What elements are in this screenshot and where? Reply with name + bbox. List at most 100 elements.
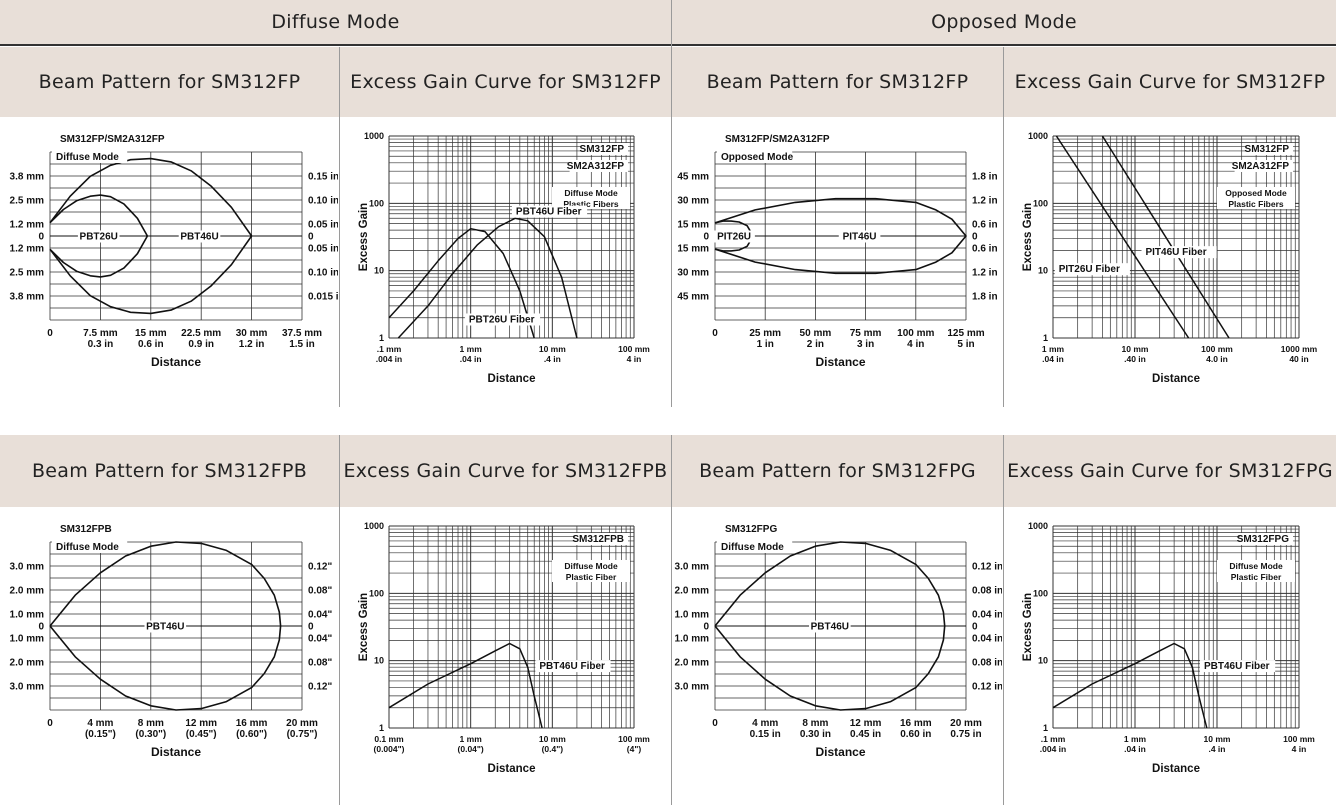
series-label: PIT46U bbox=[843, 232, 877, 243]
x-tick-label: 1.5 in bbox=[289, 339, 315, 350]
x-axis-label: Distance bbox=[488, 373, 536, 385]
series-label: PBT46U bbox=[146, 622, 184, 633]
y-tick-label: 100 bbox=[369, 588, 384, 598]
y-right-tick-label: 0.12 in bbox=[972, 682, 1002, 693]
x-tick-label: 0.15 in bbox=[750, 729, 781, 740]
x-tick-label: 75 mm bbox=[850, 328, 882, 339]
chart-excess-gain-sm312fpb: 1 10 100 1000 0.1 mm(0.004") 1 mm(0.04") 10 mm… bbox=[358, 521, 650, 775]
header-beam-pattern-sm312fpb: Beam Pattern for SM312FPB bbox=[0, 435, 339, 507]
y-tick-label: 100 bbox=[1033, 588, 1048, 598]
x-tick-label: 0.45 in bbox=[850, 729, 881, 740]
series-label-bg bbox=[838, 230, 881, 243]
x-tick-label: 125 mm bbox=[947, 328, 984, 339]
x-tick-label: (0.45") bbox=[186, 729, 217, 740]
y-right-tick-label: 0.12" bbox=[308, 682, 332, 693]
y-left-tick-label: 0 bbox=[703, 232, 709, 243]
series-label-bg bbox=[144, 620, 187, 633]
series-curve bbox=[388, 642, 543, 729]
series-curve-pit46u bbox=[714, 197, 967, 275]
x-tick-label: 0 bbox=[47, 328, 53, 339]
mode-label-bg bbox=[552, 187, 630, 198]
chart-title-bg bbox=[56, 523, 109, 535]
x-tick-label: (0.60") bbox=[236, 729, 267, 740]
series-label: PIT26U bbox=[717, 232, 751, 243]
y-tick-label: 10 bbox=[1038, 266, 1048, 276]
y-axis-label: Excess Gain bbox=[358, 593, 370, 661]
series-label: PBT26U Fiber bbox=[469, 314, 535, 325]
x-tick-label: 12 mm bbox=[185, 718, 217, 729]
mode-label: Diffuse Mode bbox=[56, 542, 119, 553]
y-left-tick-label: 3.0 mm bbox=[10, 682, 45, 693]
x-axis-label: Distance bbox=[815, 745, 865, 759]
chart-excess-gain-sm312fp-diffuse: 1 10 100 1000 .1 mm.004 in 1 mm.04 in 10 mm.4 … bbox=[358, 131, 650, 385]
x-tick-label: 40 in bbox=[1289, 354, 1308, 364]
x-tick-label: .04 in bbox=[1124, 744, 1146, 754]
chart-title-bg bbox=[721, 133, 825, 145]
legend-product-name-bg bbox=[575, 533, 628, 545]
x-tick-label: 1 in bbox=[757, 339, 774, 350]
y-left-tick-label: 2.5 mm bbox=[10, 196, 45, 207]
x-tick-label: 16 mm bbox=[236, 718, 268, 729]
mode-label: Opposed Mode bbox=[1225, 188, 1287, 198]
series-label-bg bbox=[464, 313, 541, 326]
mode-label-bg bbox=[552, 198, 630, 209]
header-divider bbox=[0, 44, 1336, 46]
y-right-tick-label: 0.04" bbox=[308, 610, 332, 621]
y-tick-label: 10 bbox=[374, 266, 384, 276]
x-tick-label: 4.0 in bbox=[1206, 354, 1228, 364]
x-tick-label: 25 mm bbox=[749, 328, 781, 339]
y-tick-label: 1 bbox=[1043, 723, 1048, 733]
series-label-bg bbox=[809, 620, 851, 633]
y-tick-label: 1 bbox=[379, 333, 384, 343]
y-right-tick-label: 0 bbox=[308, 622, 314, 633]
series-curve-pbt26u bbox=[49, 194, 149, 278]
y-left-tick-label: 1.0 mm bbox=[675, 634, 710, 645]
x-tick-label: 100 mm bbox=[1283, 734, 1315, 744]
chart-title: SM312FP/SM2A312FP bbox=[60, 134, 165, 145]
legend-product-name: SM2A312FP bbox=[1232, 161, 1290, 172]
y-left-tick-label: 2.0 mm bbox=[675, 658, 710, 669]
y-right-tick-label: 0.05 in bbox=[308, 244, 338, 255]
x-axis-label: Distance bbox=[151, 355, 201, 369]
y-left-tick-label: 45 mm bbox=[677, 292, 709, 303]
series-label-bg bbox=[535, 660, 611, 673]
x-axis-label: Distance bbox=[815, 355, 865, 369]
mode-label: Plastic Fibers bbox=[563, 199, 619, 209]
y-right-tick-label: 0.05 in bbox=[308, 220, 338, 231]
y-left-tick-label: 30 mm bbox=[677, 268, 709, 279]
y-left-tick-label: 3.0 mm bbox=[675, 682, 710, 693]
x-tick-label: 30 mm bbox=[236, 328, 268, 339]
series-label-bg bbox=[511, 205, 588, 218]
x-tick-label: 20 mm bbox=[286, 718, 318, 729]
y-left-tick-label: 2.0 mm bbox=[10, 658, 45, 669]
header-excess-gain-sm312fp-diffuse: Excess Gain Curve for SM312FP bbox=[340, 47, 671, 117]
y-left-tick-label: 1.0 mm bbox=[675, 610, 710, 621]
x-tick-label: (0.004") bbox=[374, 744, 405, 754]
x-tick-label: 1000 mm bbox=[1281, 344, 1318, 354]
y-right-tick-label: 1.2 in bbox=[972, 268, 998, 279]
y-right-tick-label: 0 bbox=[308, 232, 314, 243]
x-tick-label: 37.5 mm bbox=[282, 328, 322, 339]
y-right-tick-label: 0.10 in bbox=[308, 268, 338, 279]
series-curve bbox=[1101, 135, 1230, 339]
legend-product-name-bg bbox=[1234, 160, 1293, 172]
x-tick-label: 3 in bbox=[857, 339, 874, 350]
y-right-tick-label: 0.6 in bbox=[972, 244, 998, 255]
x-tick-label: .4 in bbox=[1208, 744, 1225, 754]
mode-label: Plastic Fibers bbox=[1228, 199, 1284, 209]
y-left-tick-label: 3.8 mm bbox=[10, 292, 45, 303]
series-label: PBT46U bbox=[811, 622, 849, 633]
x-tick-label: 10 mm bbox=[1204, 734, 1231, 744]
series-label-bg bbox=[1141, 246, 1217, 259]
y-left-tick-label: 2.0 mm bbox=[10, 586, 45, 597]
legend-product-name: SM312FP bbox=[580, 144, 625, 155]
header-excess-gain-sm312fp-opposed: Excess Gain Curve for SM312FP bbox=[1004, 47, 1336, 117]
column-divider bbox=[339, 47, 340, 407]
column-divider bbox=[1003, 47, 1004, 407]
x-tick-label: 10 mm bbox=[539, 734, 566, 744]
x-tick-label: .004 in bbox=[376, 354, 402, 364]
x-tick-label: .40 in bbox=[1124, 354, 1146, 364]
y-tick-label: 100 bbox=[1033, 198, 1048, 208]
x-tick-label: 0.60 in bbox=[900, 729, 931, 740]
x-axis-label: Distance bbox=[1152, 763, 1200, 775]
